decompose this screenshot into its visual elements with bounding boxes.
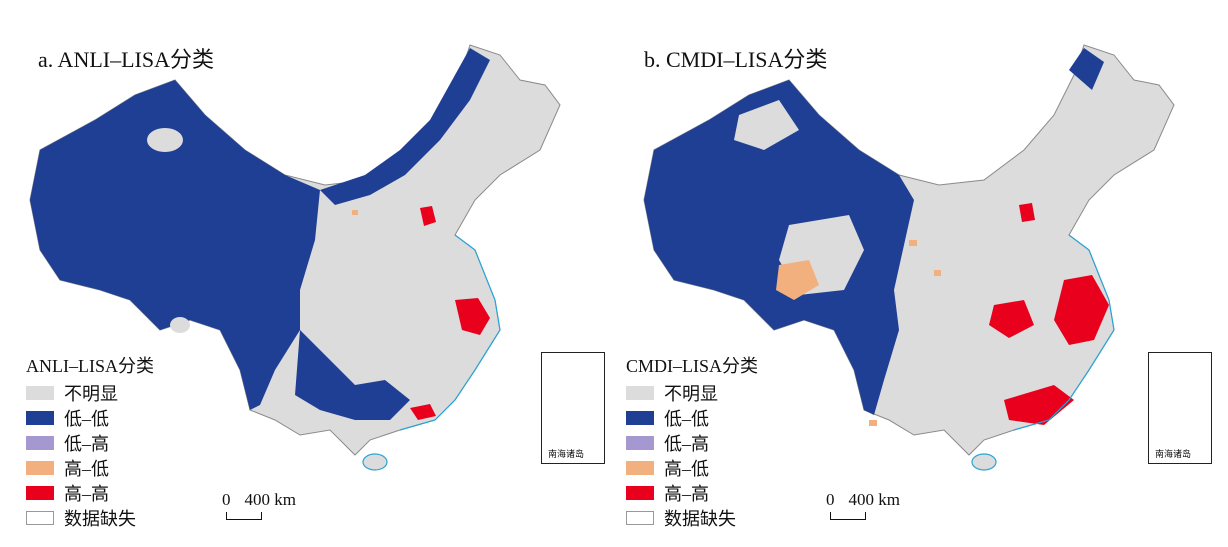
high-high-beijing-b: [1019, 203, 1035, 222]
low-low-north-a: [320, 48, 490, 205]
high-high-south-b: [1004, 385, 1074, 425]
legend-swatch: [26, 460, 54, 475]
legend-swatch: [26, 485, 54, 500]
legend-swatch: [626, 485, 654, 500]
legend-label: 数据缺失: [664, 508, 736, 529]
inset-label: 南海诸岛: [548, 449, 585, 459]
map-a: [29, 44, 561, 471]
panel-a: a. ANLI–LISA分类 南海诸岛 ANLI–LISA分类 不明显 低–低 …: [26, 44, 605, 530]
panel-title: a. ANLI–LISA分类: [38, 47, 214, 72]
legend-item-missing: 数据缺失: [626, 505, 758, 530]
legend-item-high-low: 高–低: [26, 455, 154, 480]
scale-distance: 400 km: [848, 490, 900, 509]
legend-item-low-low: 低–低: [626, 405, 758, 430]
map-b: [643, 44, 1175, 471]
high-low-a: [352, 210, 358, 215]
legend-title: CMDI–LISA分类: [626, 356, 759, 376]
high-high-beijing-a: [420, 206, 436, 226]
legend-label: 高–低: [64, 458, 109, 479]
legend-label: 高–高: [64, 483, 109, 504]
inset-label: 南海诸岛: [1155, 449, 1192, 459]
legend-swatch: [626, 410, 654, 425]
high-low-b: [934, 270, 941, 276]
scale-line: [830, 512, 866, 520]
high-low-qaidam-b: [776, 260, 819, 300]
low-low-south-a: [295, 330, 410, 420]
gap-a: [147, 128, 183, 152]
low-low-north-b: [1069, 48, 1104, 90]
legend-label: 低–高: [64, 433, 109, 454]
legend-item-missing: 数据缺失: [26, 505, 154, 530]
legend-swatch: [26, 435, 54, 450]
legend-label: 高–低: [664, 458, 709, 479]
legend-swatch: [626, 435, 654, 450]
legend-swatch: [626, 460, 654, 475]
legend-swatch: [26, 410, 54, 425]
legend-title: ANLI–LISA分类: [26, 356, 154, 376]
hainan-a: [362, 453, 388, 471]
legend-label: 低–低: [664, 408, 709, 429]
coastline-b: [1013, 234, 1115, 431]
legend-item-low-high: 低–高: [26, 430, 154, 455]
high-high-central-b: [989, 300, 1034, 338]
legend-item-high-high: 高–高: [626, 480, 758, 505]
legend-label: 不明显: [664, 383, 718, 404]
legend-label: 低–低: [64, 408, 109, 429]
legend-swatch: [26, 510, 54, 525]
legend-item-high-low: 高–低: [626, 455, 758, 480]
gap-a: [170, 317, 190, 333]
high-high-east-a: [455, 298, 490, 335]
legend-label: 不明显: [64, 383, 118, 404]
legend-label: 低–高: [664, 433, 709, 454]
legend-swatch: [626, 385, 654, 400]
scale-zero: 0: [222, 490, 231, 509]
high-low-b: [869, 420, 877, 426]
hainan-b: [971, 453, 997, 471]
legend: ANLI–LISA分类 不明显 低–低 低–高 高–低 高–高 数据缺失: [26, 352, 154, 530]
scale-bar: 0 400 km: [222, 490, 296, 520]
legend-item-not-significant: 不明显: [626, 380, 758, 405]
panel-b: b. CMDI–LISA分类 南海诸岛 CMDI–LISA分类 不明显 低–低 …: [614, 0, 1228, 547]
gap-north-b: [734, 100, 799, 150]
high-high-south-a: [410, 404, 436, 420]
scale-zero: 0: [826, 490, 835, 509]
legend-swatch: [626, 510, 654, 525]
scale-bar: 0 400 km: [826, 490, 900, 520]
south-china-sea-inset: 南海诸岛: [541, 352, 605, 464]
coastline-a: [399, 234, 501, 431]
legend: CMDI–LISA分类 不明显 低–低 低–高 高–低 高–高 数据缺失: [626, 352, 758, 530]
scale-line: [226, 512, 262, 520]
low-low-west-b: [644, 80, 914, 415]
legend-swatch: [26, 385, 54, 400]
legend-item-high-high: 高–高: [26, 480, 154, 505]
legend-item-not-significant: 不明显: [26, 380, 154, 405]
high-high-east-b: [1054, 275, 1109, 345]
legend-label: 数据缺失: [64, 508, 136, 529]
scale-distance: 400 km: [244, 490, 296, 509]
low-low-west-a: [30, 80, 320, 410]
high-low-b: [909, 240, 917, 246]
panel-title: b. CMDI–LISA分类: [644, 47, 828, 72]
legend-item-low-low: 低–低: [26, 405, 154, 430]
south-china-sea-inset: 南海诸岛: [1148, 352, 1212, 464]
legend-item-low-high: 低–高: [626, 430, 758, 455]
legend-label: 高–高: [664, 483, 709, 504]
